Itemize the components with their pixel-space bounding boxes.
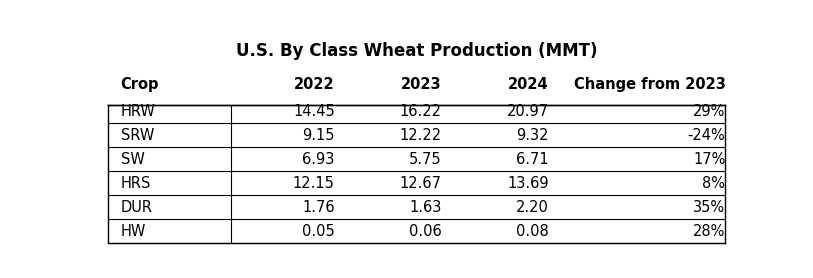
Text: 0.06: 0.06 — [409, 224, 442, 239]
Text: 12.22: 12.22 — [400, 128, 442, 143]
Text: 16.22: 16.22 — [400, 104, 442, 119]
Text: Crop: Crop — [120, 77, 159, 92]
Text: 2.20: 2.20 — [516, 200, 549, 215]
Text: 2024: 2024 — [508, 77, 549, 92]
Text: 0.08: 0.08 — [516, 224, 549, 239]
Text: 1.63: 1.63 — [410, 200, 442, 215]
Text: 17%: 17% — [693, 152, 725, 167]
Text: U.S. By Class Wheat Production (MMT): U.S. By Class Wheat Production (MMT) — [236, 42, 598, 60]
Text: HW: HW — [120, 224, 146, 239]
Text: HRS: HRS — [120, 176, 151, 191]
Text: 2022: 2022 — [294, 77, 335, 92]
Text: 2023: 2023 — [402, 77, 442, 92]
Text: 20.97: 20.97 — [506, 104, 549, 119]
Text: 6.71: 6.71 — [516, 152, 549, 167]
Text: 9.15: 9.15 — [302, 128, 335, 143]
Text: 9.32: 9.32 — [516, 128, 549, 143]
Text: 28%: 28% — [693, 224, 725, 239]
Text: 6.93: 6.93 — [302, 152, 335, 167]
Text: Change from 2023: Change from 2023 — [573, 77, 725, 92]
Text: 29%: 29% — [693, 104, 725, 119]
Text: 35%: 35% — [693, 200, 725, 215]
Text: SW: SW — [120, 152, 145, 167]
Text: 1.76: 1.76 — [302, 200, 335, 215]
Text: DUR: DUR — [120, 200, 153, 215]
Text: 13.69: 13.69 — [507, 176, 549, 191]
Text: 5.75: 5.75 — [409, 152, 442, 167]
Text: 0.05: 0.05 — [302, 224, 335, 239]
Text: 8%: 8% — [702, 176, 725, 191]
Text: -24%: -24% — [688, 128, 725, 143]
Text: 12.15: 12.15 — [293, 176, 335, 191]
Text: 12.67: 12.67 — [400, 176, 442, 191]
Text: SRW: SRW — [120, 128, 154, 143]
Text: 14.45: 14.45 — [293, 104, 335, 119]
Text: HRW: HRW — [120, 104, 155, 119]
